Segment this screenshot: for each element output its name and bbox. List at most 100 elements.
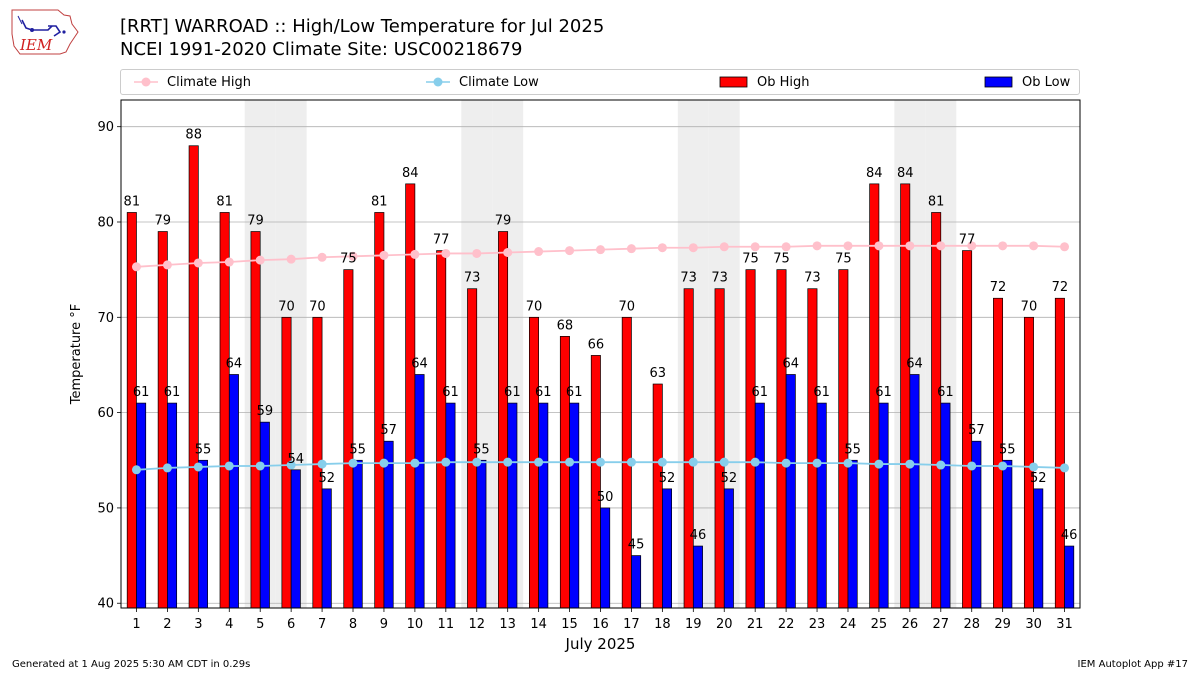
climate-low-point	[348, 458, 358, 468]
ob-low-label: 46	[1061, 528, 1078, 543]
climate-low-point	[998, 461, 1008, 471]
climate-low-point	[843, 458, 853, 468]
ob-high-bar	[219, 212, 230, 609]
climate-high-point	[503, 247, 513, 257]
ob-high-bar	[436, 250, 447, 609]
climate-high-point	[905, 241, 915, 251]
ob-low-label: 61	[813, 385, 830, 400]
x-tick-label: 28	[963, 617, 980, 632]
ob-low-bar	[321, 488, 332, 609]
ob-low-bar	[228, 374, 239, 609]
ob-high-bar	[745, 269, 756, 609]
ob-high-bar	[590, 355, 601, 609]
climate-high-point	[688, 243, 698, 253]
climate-high-point	[596, 245, 605, 255]
legend-item-climate-low: Climate Low	[425, 70, 539, 94]
ob-low-label: 55	[473, 442, 490, 457]
ob-low-bar	[631, 555, 642, 609]
ob-low-bar	[1002, 459, 1013, 609]
climate-low-point	[131, 465, 141, 475]
ob-high-bar	[931, 212, 942, 609]
chart-subtitle: NCEI 1991-2020 Climate Site: USC00218679	[120, 39, 523, 60]
ob-high-label: 73	[711, 271, 728, 286]
ob-low-bar	[940, 402, 951, 609]
ob-low-bar	[785, 374, 796, 609]
ob-low-label: 55	[349, 442, 366, 457]
ob-high-label: 70	[1021, 299, 1038, 314]
ob-high-label: 73	[464, 271, 481, 286]
ob-high-label: 84	[897, 166, 914, 181]
climate-low-point	[162, 463, 172, 473]
chart-legend: Climate High Climate Low Ob High Ob Low	[120, 69, 1080, 95]
climate-high-point	[626, 244, 636, 254]
ob-high-bar	[343, 269, 354, 609]
climate-low-point	[255, 461, 265, 471]
x-tick-label: 8	[349, 617, 357, 632]
climate-high-point	[224, 257, 234, 267]
ob-high-label: 72	[990, 280, 1007, 295]
climate-high-point	[441, 248, 451, 258]
climate-low-point	[379, 458, 389, 468]
x-tick-label: 1	[132, 617, 140, 632]
climate-high-point	[719, 242, 729, 252]
ob-low-bar	[1064, 545, 1075, 609]
climate-low-point	[472, 457, 482, 467]
climate-low-point	[596, 457, 605, 467]
x-tick-label: 10	[407, 617, 424, 632]
ob-low-bar	[754, 402, 765, 609]
x-tick-label: 29	[994, 617, 1011, 632]
ob-high-bar	[807, 288, 818, 609]
x-tick-label: 25	[871, 617, 888, 632]
ob-high-label: 79	[247, 214, 264, 229]
x-tick-label: 11	[438, 617, 455, 632]
x-tick-label: 30	[1025, 617, 1042, 632]
x-tick-label: 5	[256, 617, 264, 632]
ob-low-label: 59	[257, 404, 274, 419]
climate-low-point	[967, 461, 977, 471]
ob-high-label: 70	[278, 299, 295, 314]
ob-low-bar	[600, 507, 611, 609]
ob-high-label: 75	[340, 252, 357, 267]
climate-low-point	[719, 457, 729, 467]
climate-high-point	[131, 262, 141, 272]
ob-low-label: 55	[999, 442, 1016, 457]
ob-low-label: 52	[318, 471, 335, 486]
x-tick-label: 13	[499, 617, 516, 632]
ob-low-label: 61	[875, 385, 892, 400]
ob-high-bar	[250, 231, 261, 609]
y-tick-label: 70	[97, 311, 114, 326]
climate-high-point	[162, 260, 172, 270]
climate-low-point	[781, 458, 791, 468]
ob-low-bar	[136, 402, 147, 609]
climate-low-point	[441, 457, 451, 467]
ob-low-bar	[290, 469, 301, 609]
ob-high-label: 75	[742, 252, 759, 267]
ob-high-label: 88	[185, 128, 202, 143]
climate-high-point	[472, 248, 482, 258]
ob-low-label: 61	[164, 385, 181, 400]
x-tick-label: 31	[1056, 617, 1073, 632]
ob-low-label: 61	[937, 385, 954, 400]
iem-logo: IEM	[11, 9, 79, 55]
ob-high-label: 63	[649, 366, 666, 381]
x-tick-label: 19	[685, 617, 702, 632]
climate-high-point	[348, 251, 358, 261]
climate-high-point	[534, 247, 544, 257]
ob-high-label: 70	[526, 299, 543, 314]
climate-high-point	[317, 252, 327, 262]
ob-low-label: 61	[133, 385, 150, 400]
ob-low-bar	[352, 459, 363, 609]
ob-high-bar	[776, 269, 787, 609]
ob-low-label: 64	[906, 356, 923, 371]
ob-high-label: 84	[402, 166, 419, 181]
ob-high-label: 70	[619, 299, 636, 314]
ob-high-label: 79	[495, 214, 512, 229]
ob-low-bar	[847, 459, 858, 609]
climate-high-point	[1029, 241, 1039, 251]
ob-low-bar	[692, 545, 703, 609]
ob-low-bar	[909, 374, 920, 609]
ob-low-label: 52	[721, 471, 738, 486]
ob-low-label: 54	[288, 452, 305, 467]
ob-high-label: 81	[216, 194, 233, 209]
ob-low-label: 50	[597, 490, 614, 505]
